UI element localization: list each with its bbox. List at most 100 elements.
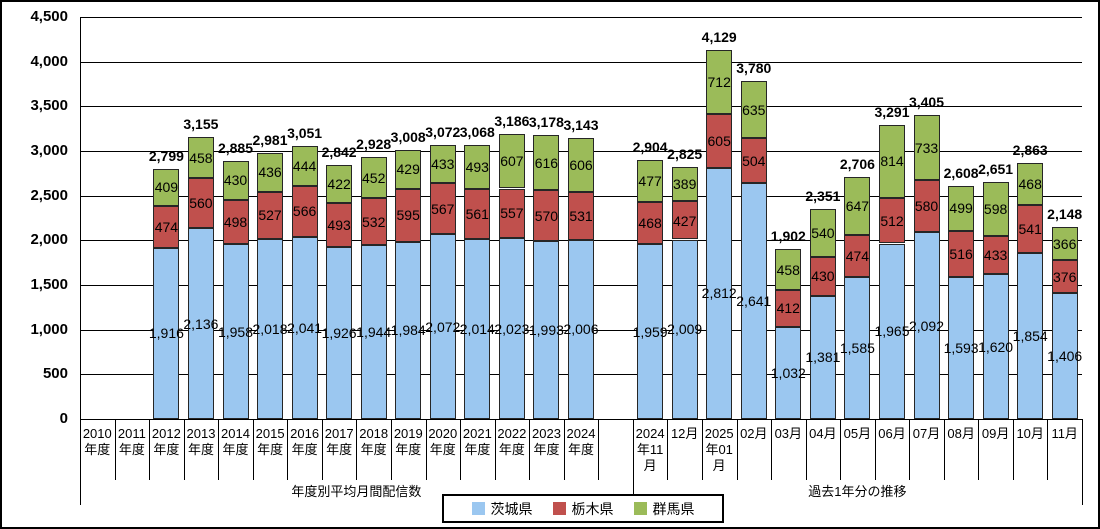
segment-value-label: 560 [189, 195, 213, 212]
total-value-label: 3,178 [528, 114, 564, 130]
bar-segment-gunma [948, 186, 975, 231]
category-separator [701, 419, 703, 480]
segment-value-label: 493 [465, 158, 489, 175]
total-value-label: 2,825 [667, 145, 703, 162]
category-separator [114, 419, 116, 480]
bar-segment-gunma [257, 152, 283, 192]
x-axis-label-line: 10月 [1016, 426, 1044, 441]
segment-value-label: 532 [362, 213, 386, 230]
bar-segment-tochigi [568, 192, 594, 240]
bar-segment-gunma [740, 81, 767, 138]
bar-segment-ibaraki [153, 247, 180, 419]
segment-value-label: 458 [776, 261, 800, 278]
bar-segment-ibaraki [948, 276, 975, 419]
segment-value-label: 422 [327, 176, 351, 193]
segment-value-label: 527 [258, 207, 282, 224]
bar-segment-ibaraki [775, 326, 802, 419]
segment-value-label: 2,641 [736, 293, 772, 309]
category-separator [321, 419, 323, 480]
x-axis-label-line: 11月 [1051, 426, 1078, 441]
x-axis-label: 04月 [806, 420, 841, 480]
legend-label-gunma: 群馬県 [652, 500, 695, 517]
x-axis-label-line: 2020 [428, 426, 458, 441]
bar-segment-gunma [533, 135, 560, 190]
bar-segment-gunma [429, 144, 456, 184]
x-axis-label-line: 年度 [533, 442, 560, 457]
segment-value-label: 389 [673, 176, 697, 192]
segment-value-label: 814 [880, 153, 904, 170]
total-value-label: 2,608 [943, 165, 979, 181]
segment-value-label: 516 [949, 245, 973, 262]
bar-segment-ibaraki [1051, 293, 1078, 419]
y-axis-label: 2,000 [30, 231, 68, 249]
segment-value-label: 1,965 [874, 323, 910, 340]
x-axis-label-line: 年度 [257, 442, 284, 457]
gridline [80, 61, 1082, 63]
bar-segment-tochigi [982, 235, 1009, 275]
x-axis-label: 05月 [840, 420, 875, 480]
segment-value-label: 512 [880, 212, 904, 229]
x-axis-label-line: 月 [643, 458, 657, 473]
x-axis-label: 2020 年度 [426, 420, 461, 480]
total-value-label: 3,051 [287, 125, 323, 142]
x-axis-label: 2017 年度 [322, 420, 357, 480]
segment-value-label: 409 [154, 179, 179, 196]
bar-segment-gunma [464, 144, 491, 189]
category-separator [805, 419, 807, 480]
category-separator [667, 419, 669, 480]
x-axis-label-line: 07月 [912, 426, 941, 441]
bar-segment-gunma [291, 146, 318, 187]
category-separator [563, 419, 565, 480]
segment-value-label: 598 [983, 200, 1008, 217]
category-separator [218, 419, 220, 480]
segment-value-label: 468 [638, 215, 662, 232]
category-separator [736, 419, 738, 480]
x-axis-label-line: 2011 [117, 426, 146, 441]
category-separator [356, 419, 358, 480]
bar-segment-gunma [809, 209, 836, 258]
bar-segment-gunma [187, 137, 214, 179]
total-value-label: 3,072 [425, 123, 461, 140]
segment-value-label: 2,018 [252, 320, 288, 337]
x-axis-label: 2024 年度 [564, 420, 599, 480]
legend-swatch-tochigi [552, 502, 566, 515]
segment-value-label: 1,585 [839, 340, 875, 357]
segment-value-label: 2,009 [667, 321, 703, 338]
bar-segment-tochigi [740, 138, 767, 183]
x-axis-label: 02月 [737, 420, 772, 480]
x-axis-label-line: 年度 [84, 442, 111, 457]
x-axis-label: 2019 年度 [391, 420, 426, 480]
x-axis-label-line: 04月 [809, 426, 837, 441]
bar-segment-gunma [1017, 163, 1044, 205]
bar-segment-gunma [844, 177, 871, 236]
segment-value-label: 499 [949, 200, 973, 217]
y-axis-label: 3,000 [30, 142, 68, 159]
bar-segment-gunma [498, 134, 525, 189]
total-value-label: 3,186 [494, 113, 530, 130]
segment-value-label: 566 [292, 203, 317, 220]
segment-value-label: 2,041 [287, 319, 323, 336]
total-value-label: 2,885 [217, 140, 254, 157]
x-axis-label-line: 2019 [393, 426, 423, 441]
category-separator [1012, 419, 1014, 480]
legend: 茨城県 栃木県 群馬県 [442, 494, 724, 523]
segment-value-label: 474 [154, 218, 179, 235]
x-axis-label: 12月 [667, 420, 702, 480]
bar-segment-tochigi [153, 205, 180, 248]
bar-segment-gunma [706, 50, 733, 114]
bar-segment-ibaraki [429, 233, 456, 419]
total-value-label: 3,405 [908, 93, 945, 110]
segment-value-label: 498 [223, 213, 248, 230]
x-axis-label-line: 年度 [567, 442, 594, 457]
bar-segment-gunma [637, 159, 664, 203]
x-axis-label-line: 年度 [187, 442, 214, 457]
segment-value-label: 430 [223, 172, 248, 189]
total-value-label: 3,143 [563, 117, 599, 134]
bar-segment-gunma [360, 157, 387, 198]
segment-value-label: 436 [258, 164, 282, 181]
bar-segment-tochigi [257, 191, 283, 239]
bar-segment-tochigi [187, 178, 214, 229]
total-value-label: 2,651 [978, 161, 1014, 178]
total-value-label: 3,008 [390, 129, 426, 146]
